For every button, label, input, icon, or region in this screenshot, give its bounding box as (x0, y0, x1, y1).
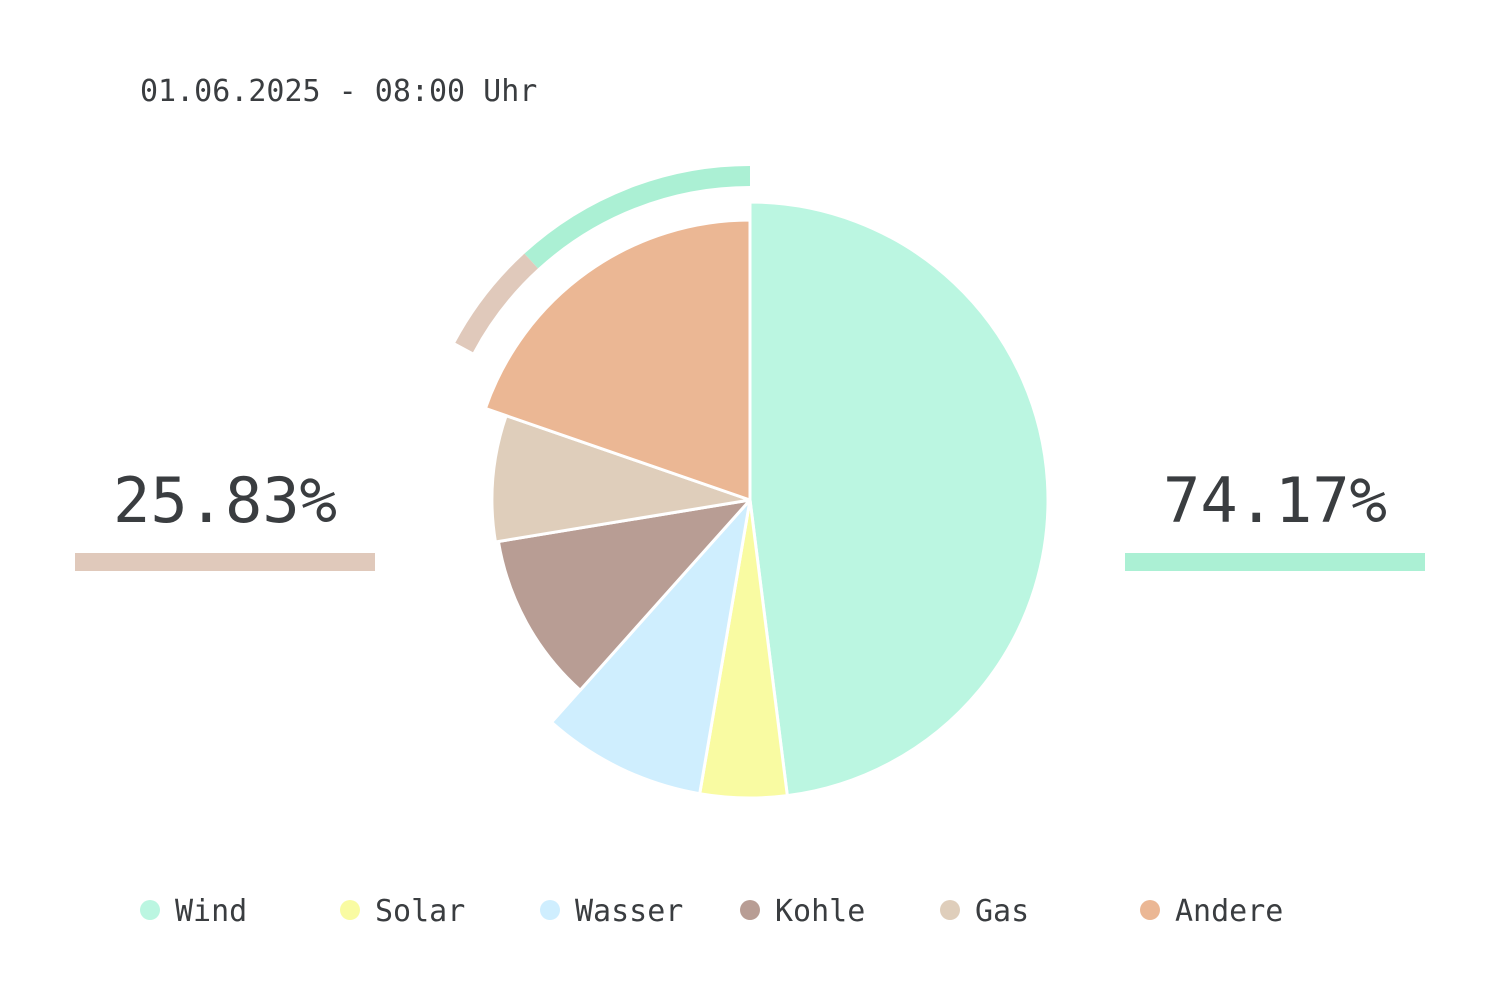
pie-slice-kohle (496, 498, 752, 692)
legend-swatch-kohle (740, 900, 760, 920)
legend-label-solar: Solar (375, 894, 465, 929)
outer-arc-renewable (524, 166, 751, 269)
pie-slice-wasser (550, 498, 752, 796)
legend-swatch-wind (140, 900, 160, 920)
datetime-label: 01.06.2025 - 08:00 Uhr (140, 74, 537, 109)
legend-swatch-wasser (540, 900, 560, 920)
renewable-share-bar (1125, 553, 1425, 571)
fossil-share-value: 25.83% (113, 464, 337, 537)
legend: Wind Solar Wasser Kohle Gas Andere (140, 894, 1283, 929)
legend-swatch-andere (1140, 900, 1160, 920)
pie-slice-andere (483, 218, 752, 502)
legend-swatch-solar (340, 900, 360, 920)
pie-slice-gas (490, 414, 752, 544)
renewable-share-value: 74.17% (1163, 464, 1387, 537)
legend-label-wind: Wind (175, 894, 247, 929)
outer-arcs (455, 166, 751, 353)
pie-slice-wind (748, 200, 1050, 798)
legend-swatch-gas (940, 900, 960, 920)
legend-label-kohle: Kohle (775, 894, 865, 929)
legend-label-gas: Gas (975, 894, 1029, 929)
legend-label-andere: Andere (1175, 894, 1283, 929)
outer-arc-fossil (455, 253, 539, 353)
fossil-share-bar (75, 553, 375, 571)
legend-label-wasser: Wasser (575, 894, 683, 929)
pie-chart (483, 200, 1050, 800)
